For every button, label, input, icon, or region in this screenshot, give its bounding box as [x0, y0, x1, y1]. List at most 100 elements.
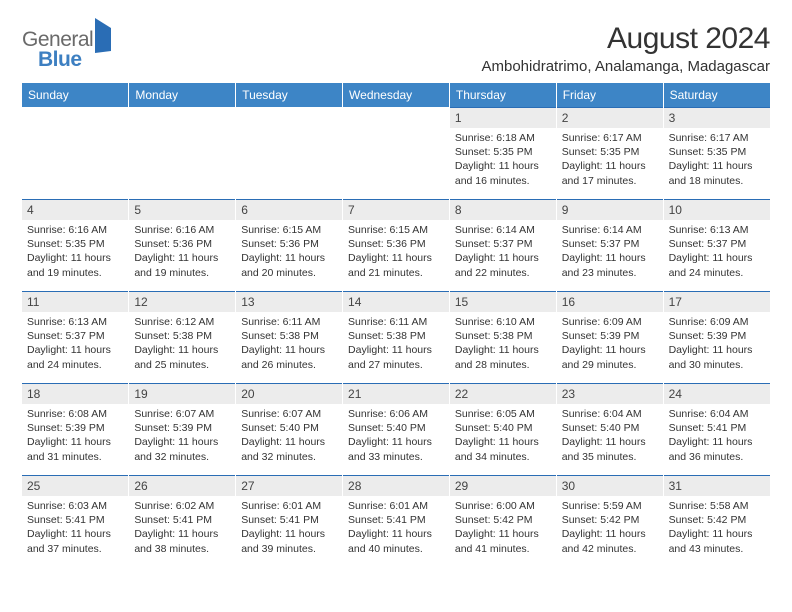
day-details: Sunrise: 6:13 AMSunset: 5:37 PMDaylight:… [664, 220, 770, 284]
day-number: 6 [236, 199, 342, 220]
day-details: Sunrise: 6:14 AMSunset: 5:37 PMDaylight:… [557, 220, 663, 284]
calendar-day-cell [129, 107, 236, 199]
day-number: 8 [450, 199, 556, 220]
day-details: Sunrise: 6:15 AMSunset: 5:36 PMDaylight:… [236, 220, 342, 284]
day-number: 26 [129, 475, 235, 496]
calendar-day-cell: 24Sunrise: 6:04 AMSunset: 5:41 PMDayligh… [663, 383, 770, 475]
calendar-week-row: 1Sunrise: 6:18 AMSunset: 5:35 PMDaylight… [22, 107, 770, 199]
calendar-day-cell: 16Sunrise: 6:09 AMSunset: 5:39 PMDayligh… [556, 291, 663, 383]
day-number: 24 [664, 383, 770, 404]
calendar-day-cell: 29Sunrise: 6:00 AMSunset: 5:42 PMDayligh… [449, 475, 556, 567]
day-number: 18 [22, 383, 128, 404]
day-details: Sunrise: 6:15 AMSunset: 5:36 PMDaylight:… [343, 220, 449, 284]
calendar-day-cell: 10Sunrise: 6:13 AMSunset: 5:37 PMDayligh… [663, 199, 770, 291]
brand-text: General Blue [22, 28, 111, 72]
page-header: General Blue August 2024 Ambohidratrimo,… [22, 22, 770, 75]
day-details: Sunrise: 6:09 AMSunset: 5:39 PMDaylight:… [557, 312, 663, 376]
weekday-row: Sunday Monday Tuesday Wednesday Thursday… [22, 83, 770, 107]
day-number: 4 [22, 199, 128, 220]
day-details [343, 114, 449, 121]
calendar-day-cell: 23Sunrise: 6:04 AMSunset: 5:40 PMDayligh… [556, 383, 663, 475]
day-details: Sunrise: 6:12 AMSunset: 5:38 PMDaylight:… [129, 312, 235, 376]
calendar-day-cell: 31Sunrise: 5:58 AMSunset: 5:42 PMDayligh… [663, 475, 770, 567]
day-number [129, 107, 235, 114]
calendar-day-cell: 12Sunrise: 6:12 AMSunset: 5:38 PMDayligh… [129, 291, 236, 383]
day-number: 17 [664, 291, 770, 312]
weekday-header: Friday [556, 83, 663, 107]
weekday-header: Monday [129, 83, 236, 107]
day-details: Sunrise: 6:16 AMSunset: 5:35 PMDaylight:… [22, 220, 128, 284]
day-details: Sunrise: 6:04 AMSunset: 5:41 PMDaylight:… [664, 404, 770, 468]
calendar-day-cell: 17Sunrise: 6:09 AMSunset: 5:39 PMDayligh… [663, 291, 770, 383]
calendar-day-cell: 11Sunrise: 6:13 AMSunset: 5:37 PMDayligh… [22, 291, 129, 383]
calendar-day-cell: 26Sunrise: 6:02 AMSunset: 5:41 PMDayligh… [129, 475, 236, 567]
day-details: Sunrise: 6:09 AMSunset: 5:39 PMDaylight:… [664, 312, 770, 376]
day-number: 14 [343, 291, 449, 312]
calendar-day-cell: 1Sunrise: 6:18 AMSunset: 5:35 PMDaylight… [449, 107, 556, 199]
title-block: August 2024 Ambohidratrimo, Analamanga, … [482, 22, 771, 75]
day-details: Sunrise: 6:04 AMSunset: 5:40 PMDaylight:… [557, 404, 663, 468]
calendar-week-row: 11Sunrise: 6:13 AMSunset: 5:37 PMDayligh… [22, 291, 770, 383]
day-number [343, 107, 449, 114]
calendar-day-cell: 27Sunrise: 6:01 AMSunset: 5:41 PMDayligh… [236, 475, 343, 567]
day-details: Sunrise: 6:17 AMSunset: 5:35 PMDaylight:… [664, 128, 770, 192]
day-details: Sunrise: 6:13 AMSunset: 5:37 PMDaylight:… [22, 312, 128, 376]
day-details: Sunrise: 5:58 AMSunset: 5:42 PMDaylight:… [664, 496, 770, 560]
day-number: 15 [450, 291, 556, 312]
day-number: 28 [343, 475, 449, 496]
day-number: 20 [236, 383, 342, 404]
calendar-day-cell: 22Sunrise: 6:05 AMSunset: 5:40 PMDayligh… [449, 383, 556, 475]
day-details [129, 114, 235, 121]
day-details: Sunrise: 6:03 AMSunset: 5:41 PMDaylight:… [22, 496, 128, 560]
day-number: 3 [664, 107, 770, 128]
day-number: 16 [557, 291, 663, 312]
calendar-day-cell: 18Sunrise: 6:08 AMSunset: 5:39 PMDayligh… [22, 383, 129, 475]
day-details: Sunrise: 6:18 AMSunset: 5:35 PMDaylight:… [450, 128, 556, 192]
day-details: Sunrise: 6:07 AMSunset: 5:40 PMDaylight:… [236, 404, 342, 468]
calendar-week-row: 25Sunrise: 6:03 AMSunset: 5:41 PMDayligh… [22, 475, 770, 567]
day-number: 5 [129, 199, 235, 220]
brand-logo: General Blue [22, 28, 111, 72]
weekday-header: Saturday [663, 83, 770, 107]
day-details: Sunrise: 6:00 AMSunset: 5:42 PMDaylight:… [450, 496, 556, 560]
calendar-day-cell: 20Sunrise: 6:07 AMSunset: 5:40 PMDayligh… [236, 383, 343, 475]
day-details: Sunrise: 6:14 AMSunset: 5:37 PMDaylight:… [450, 220, 556, 284]
day-number [236, 107, 342, 114]
calendar-day-cell: 9Sunrise: 6:14 AMSunset: 5:37 PMDaylight… [556, 199, 663, 291]
day-number: 10 [664, 199, 770, 220]
location-subtitle: Ambohidratrimo, Analamanga, Madagascar [482, 58, 771, 75]
day-number: 12 [129, 291, 235, 312]
day-details: Sunrise: 6:10 AMSunset: 5:38 PMDaylight:… [450, 312, 556, 376]
calendar-day-cell: 21Sunrise: 6:06 AMSunset: 5:40 PMDayligh… [343, 383, 450, 475]
day-number: 9 [557, 199, 663, 220]
day-details: Sunrise: 6:08 AMSunset: 5:39 PMDaylight:… [22, 404, 128, 468]
calendar-day-cell [236, 107, 343, 199]
day-number: 30 [557, 475, 663, 496]
day-number: 13 [236, 291, 342, 312]
calendar-day-cell [343, 107, 450, 199]
weekday-header: Tuesday [236, 83, 343, 107]
day-number: 19 [129, 383, 235, 404]
calendar-day-cell: 3Sunrise: 6:17 AMSunset: 5:35 PMDaylight… [663, 107, 770, 199]
day-number: 1 [450, 107, 556, 128]
calendar-body: 1Sunrise: 6:18 AMSunset: 5:35 PMDaylight… [22, 107, 770, 567]
day-details: Sunrise: 6:06 AMSunset: 5:40 PMDaylight:… [343, 404, 449, 468]
calendar-week-row: 4Sunrise: 6:16 AMSunset: 5:35 PMDaylight… [22, 199, 770, 291]
calendar-day-cell: 8Sunrise: 6:14 AMSunset: 5:37 PMDaylight… [449, 199, 556, 291]
month-title: August 2024 [482, 22, 771, 56]
day-number [22, 107, 128, 114]
weekday-header: Wednesday [343, 83, 450, 107]
calendar-day-cell: 5Sunrise: 6:16 AMSunset: 5:36 PMDaylight… [129, 199, 236, 291]
calendar-day-cell: 2Sunrise: 6:17 AMSunset: 5:35 PMDaylight… [556, 107, 663, 199]
calendar-day-cell: 28Sunrise: 6:01 AMSunset: 5:41 PMDayligh… [343, 475, 450, 567]
calendar-day-cell: 13Sunrise: 6:11 AMSunset: 5:38 PMDayligh… [236, 291, 343, 383]
day-details: Sunrise: 6:01 AMSunset: 5:41 PMDaylight:… [343, 496, 449, 560]
day-number: 23 [557, 383, 663, 404]
day-number: 27 [236, 475, 342, 496]
day-number: 2 [557, 107, 663, 128]
day-details [22, 114, 128, 121]
calendar-head: Sunday Monday Tuesday Wednesday Thursday… [22, 83, 770, 107]
calendar-day-cell [22, 107, 129, 199]
day-number: 29 [450, 475, 556, 496]
calendar-day-cell: 15Sunrise: 6:10 AMSunset: 5:38 PMDayligh… [449, 291, 556, 383]
